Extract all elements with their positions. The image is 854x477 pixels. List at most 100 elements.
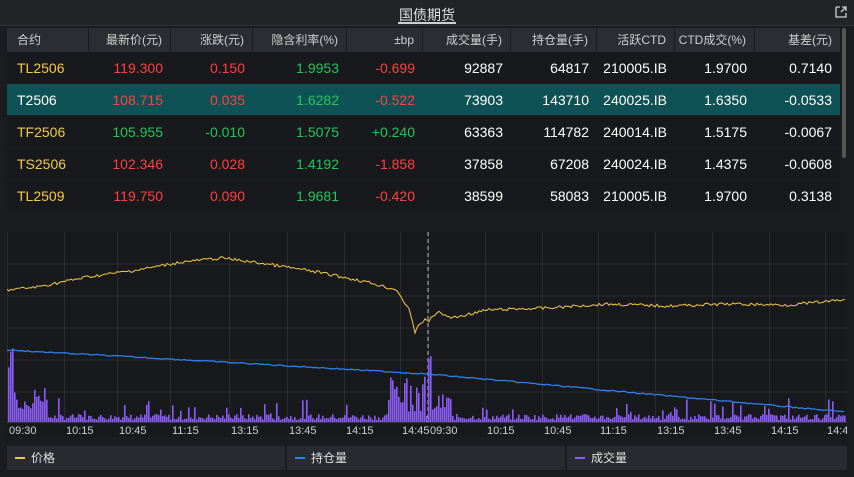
header-volume[interactable]: 成交量(手) (423, 28, 511, 52)
volume-bar (500, 416, 502, 422)
header-oi[interactable]: 持仓量(手) (511, 28, 597, 52)
volume-bar (28, 406, 30, 422)
header-basis[interactable]: 基差(元) (788, 33, 832, 47)
volume-bar (36, 396, 38, 422)
volume-bar (378, 417, 380, 422)
volume-bar (620, 416, 622, 422)
legend-price[interactable]: 价格 (7, 446, 285, 470)
volume-bar (666, 415, 668, 422)
volume-bar (224, 418, 226, 422)
volume-bar (86, 419, 88, 422)
cell-bp: -0.522 (347, 84, 423, 115)
volume-bar (814, 415, 816, 422)
volume-bar (468, 418, 470, 422)
volume-bar (334, 417, 336, 422)
volume-bar (202, 418, 204, 422)
volume-bar (410, 385, 412, 422)
volume-bar (714, 403, 716, 422)
volume-bar (34, 389, 36, 422)
volume-bar (834, 419, 836, 422)
table-row[interactable]: TF2506 105.955 -0.010 1.5075 +0.240 63363 1147… (7, 116, 840, 148)
header-bp[interactable]: ±bp (347, 28, 423, 52)
volume-bar (330, 416, 332, 422)
volume-bar (196, 419, 198, 422)
table-row[interactable]: TS2506 102.346 0.028 1.4192 -1.858 37858 67208… (7, 148, 840, 180)
volume-bar (406, 378, 408, 422)
volume-bar (600, 415, 602, 422)
volume-bar (660, 419, 662, 422)
legend-volume-swatch (575, 456, 585, 459)
x-tick-label: 09:30 (430, 425, 458, 437)
volume-bar (138, 417, 140, 422)
volume-bar (740, 405, 742, 422)
volume-bar (46, 399, 48, 422)
volume-bar (276, 403, 278, 422)
cell-ctd: 210005.IB (597, 52, 675, 83)
volume-bar (76, 417, 78, 422)
volume-bar (68, 417, 70, 422)
header-price[interactable]: 最新价(元) (89, 28, 171, 52)
volume-bar (112, 419, 114, 422)
volume-bar (618, 415, 620, 422)
volume-bar (702, 416, 704, 422)
volume-bar (712, 417, 714, 422)
volume-bar (836, 416, 838, 422)
volume-bar (534, 415, 536, 422)
legend-oi[interactable]: 持仓量 (287, 446, 565, 470)
volume-bar (568, 416, 570, 422)
table-row[interactable]: TL2506 119.300 0.150 1.9953 -0.699 92887 64817… (7, 52, 840, 84)
volume-bar (116, 417, 118, 422)
volume-bar (16, 399, 18, 422)
volume-bar (416, 387, 418, 422)
volume-bar (510, 419, 512, 422)
volume-bar (394, 389, 396, 422)
cell-bp: -0.699 (347, 52, 423, 83)
table-row[interactable]: TL2509 119.750 0.090 1.9681 -0.420 38599 58083… (7, 180, 840, 212)
volume-bar (694, 416, 696, 422)
volume-bar (590, 417, 592, 422)
table-row[interactable]: T2506 108.715 0.035 1.6282 -0.522 73903 143710… (7, 84, 840, 116)
legend-price-label: 价格 (31, 451, 56, 465)
legend-volume[interactable]: 成交量 (567, 446, 847, 470)
volume-bar (356, 417, 358, 422)
cell-change: 0.028 (171, 148, 253, 179)
volume-bar (168, 414, 170, 422)
expand-icon[interactable] (834, 5, 848, 19)
cell-oi: 58083 (511, 180, 597, 211)
volume-bar (430, 356, 432, 422)
volume-bar (658, 416, 660, 422)
volume-bar (290, 416, 292, 422)
volume-bar (176, 418, 178, 422)
volume-bar (652, 415, 654, 422)
volume-bar (686, 399, 688, 422)
volume-bar (608, 417, 610, 422)
header-rate[interactable]: 隐含利率(%) (253, 28, 347, 52)
volume-bar (622, 417, 624, 422)
volume-bar (782, 415, 784, 422)
header-ctd[interactable]: 活跃CTD (597, 28, 675, 52)
cell-ctd-pct: 1.4375 (675, 148, 755, 179)
volume-bar (750, 414, 752, 422)
volume-bar (728, 418, 730, 422)
volume-bar (606, 416, 608, 422)
header-ctd-pct[interactable]: CTD成交(%) (675, 28, 755, 52)
table-scrollbar[interactable] (842, 28, 846, 158)
volume-bar (448, 397, 450, 422)
volume-bar (708, 419, 710, 422)
volume-bar (580, 415, 582, 422)
header-contract[interactable]: 合约 (7, 28, 89, 52)
header-change[interactable]: 涨跌(元) (171, 28, 253, 52)
volume-bar (104, 418, 106, 422)
x-tick-label: 10:15 (66, 425, 94, 437)
volume-bar (586, 414, 588, 422)
cell-rate: 1.5075 (253, 116, 347, 147)
cell-volume: 63363 (423, 116, 511, 147)
volume-bar (162, 416, 164, 422)
volume-bar (412, 404, 414, 422)
cell-volume: 38599 (423, 180, 511, 211)
volume-bar (262, 419, 264, 422)
x-tick-label: 10:15 (487, 425, 515, 437)
volume-bar (192, 418, 194, 422)
volume-bar (398, 396, 400, 422)
volume-bar (614, 416, 616, 422)
